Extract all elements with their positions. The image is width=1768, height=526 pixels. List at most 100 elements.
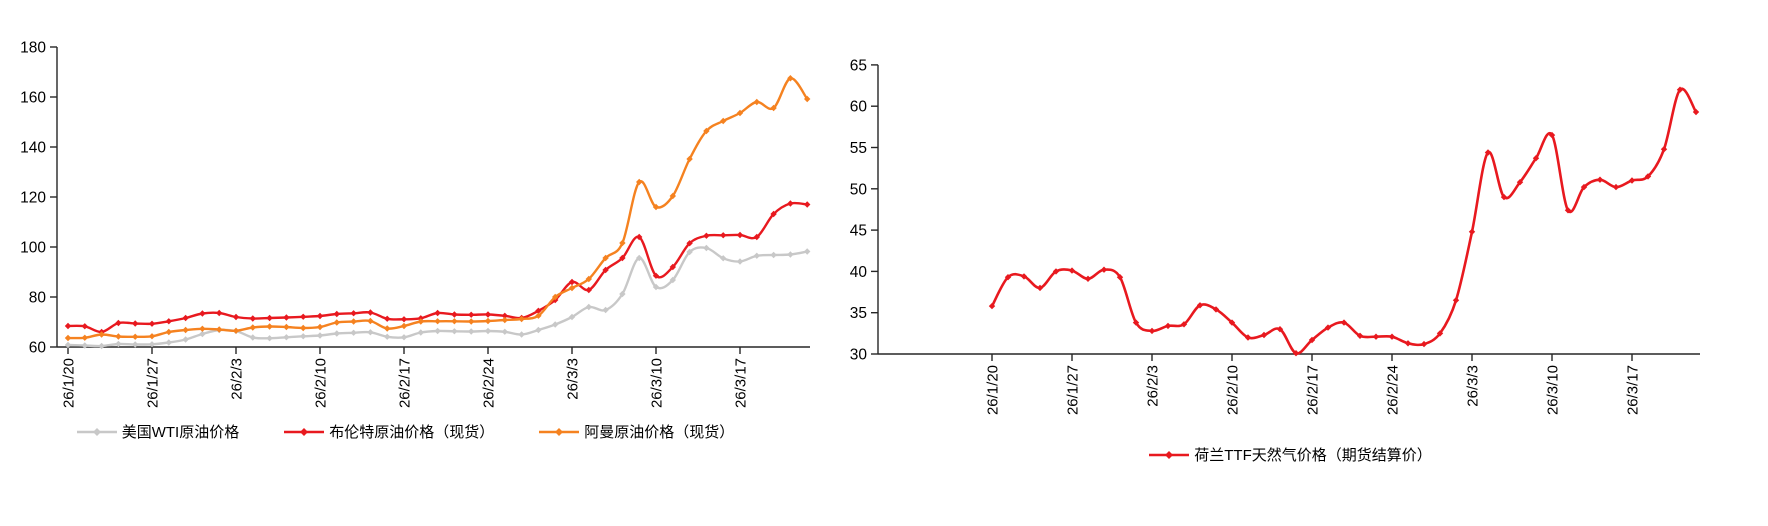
- legend-line-marker-icon: [284, 427, 325, 436]
- data-point-marker: [367, 329, 374, 336]
- data-point-marker: [1212, 306, 1220, 313]
- data-point-marker: [585, 286, 592, 294]
- data-point-marker: [81, 342, 88, 349]
- data-point-marker: [535, 326, 542, 334]
- data-point-marker: [501, 328, 508, 335]
- data-point-marker: [669, 263, 676, 271]
- x-tick-label: 26/2/3: [229, 358, 246, 400]
- data-point-marker: [619, 290, 626, 298]
- data-point-marker: [1084, 275, 1092, 282]
- x-tick-label: 26/3/10: [649, 358, 666, 408]
- x-tick-label: 26/2/17: [397, 358, 414, 408]
- data-point-marker: [451, 311, 458, 318]
- data-point-marker: [216, 326, 223, 333]
- data-point-marker: [81, 334, 88, 341]
- data-point-marker: [720, 232, 727, 239]
- y-tick-label: 60: [850, 99, 868, 116]
- data-point-marker: [602, 254, 609, 262]
- data-point-marker: [232, 327, 240, 334]
- data-point-marker: [568, 278, 576, 286]
- x-tick-label: 26/3/17: [1625, 365, 1642, 415]
- data-point-marker: [115, 340, 122, 348]
- data-point-marker: [417, 329, 424, 336]
- data-point-marker: [232, 313, 240, 321]
- legend-item-0-2: 阿曼原油价格（现货）: [538, 421, 734, 442]
- data-point-marker: [132, 341, 139, 348]
- data-point-marker: [736, 109, 744, 117]
- data-point-marker: [669, 192, 676, 200]
- data-point-marker: [669, 276, 676, 284]
- data-point-marker: [1036, 284, 1044, 292]
- series-line-1-0: [990, 87, 1698, 355]
- data-point-marker: [434, 309, 441, 317]
- data-point-marker: [703, 244, 710, 252]
- data-point-marker: [1372, 333, 1380, 340]
- series-line-0-2: [66, 77, 809, 340]
- x-tick-label: 26/2/17: [1305, 365, 1322, 415]
- data-point-marker: [1628, 177, 1636, 184]
- data-point-marker: [652, 272, 660, 279]
- y-tick-label: 55: [850, 140, 867, 157]
- data-point-marker: [484, 327, 492, 335]
- legend-line-marker-icon: [1149, 450, 1190, 459]
- data-point-marker: [636, 233, 643, 241]
- data-point-marker: [1452, 297, 1460, 304]
- legend-label: 美国WTI原油价格: [121, 424, 240, 441]
- data-point-marker: [417, 318, 424, 325]
- data-point-marker: [619, 239, 626, 247]
- x-tick-label: 26/3/3: [565, 358, 582, 400]
- data-point-marker: [736, 258, 744, 265]
- data-point-marker: [585, 303, 592, 311]
- data-point-marker: [736, 231, 744, 239]
- data-point-marker: [552, 293, 559, 301]
- data-point-marker: [165, 339, 172, 346]
- data-point-marker: [451, 318, 458, 325]
- data-point-marker: [1532, 155, 1540, 162]
- data-point-marker: [703, 127, 710, 135]
- legend-item-0-0: 美国WTI原油价格: [76, 421, 240, 442]
- data-point-marker: [417, 315, 424, 322]
- data-point-marker: [686, 248, 693, 256]
- data-point-marker: [384, 315, 391, 322]
- data-point-marker: [636, 178, 643, 186]
- data-point-marker: [400, 316, 408, 323]
- data-point-marker: [1404, 340, 1412, 347]
- data-point-marker: [316, 332, 324, 339]
- data-point-marker: [400, 322, 408, 330]
- data-point-marker: [182, 314, 189, 322]
- y-tick-label: 35: [850, 305, 867, 322]
- data-point-marker: [468, 311, 475, 318]
- data-point-marker: [619, 254, 626, 262]
- data-point-marker: [1340, 319, 1348, 326]
- x-tick-label: 26/2/24: [1385, 365, 1402, 415]
- data-point-marker: [434, 318, 441, 325]
- x-tick-label: 26/3/10: [1545, 365, 1562, 415]
- data-point-marker: [518, 331, 525, 338]
- data-point-marker: [602, 266, 609, 274]
- data-point-marker: [148, 320, 156, 327]
- y-tick-label: 140: [20, 140, 46, 157]
- data-point-marker: [400, 334, 408, 341]
- data-point-marker: [300, 333, 307, 340]
- y-tick-label: 60: [29, 340, 47, 357]
- data-point-marker: [468, 328, 475, 335]
- data-point-marker: [720, 255, 727, 262]
- y-tick-label: 65: [850, 57, 867, 74]
- data-point-marker: [1644, 173, 1652, 180]
- data-point-marker: [266, 335, 273, 342]
- data-point-marker: [333, 330, 340, 337]
- data-point-marker: [216, 309, 223, 317]
- data-point-marker: [64, 341, 72, 349]
- data-point-marker: [787, 75, 794, 82]
- y-tick-label: 120: [20, 190, 46, 207]
- data-point-marker: [518, 315, 525, 323]
- data-point-marker: [652, 203, 660, 211]
- data-point-marker: [182, 326, 189, 334]
- data-point-marker: [283, 334, 290, 341]
- data-point-marker: [81, 323, 88, 330]
- x-tick-label: 26/2/10: [1225, 365, 1242, 415]
- data-point-marker: [720, 117, 727, 125]
- data-point-marker: [266, 323, 273, 330]
- data-point-marker: [1308, 336, 1316, 344]
- y-tick-label: 180: [20, 40, 46, 57]
